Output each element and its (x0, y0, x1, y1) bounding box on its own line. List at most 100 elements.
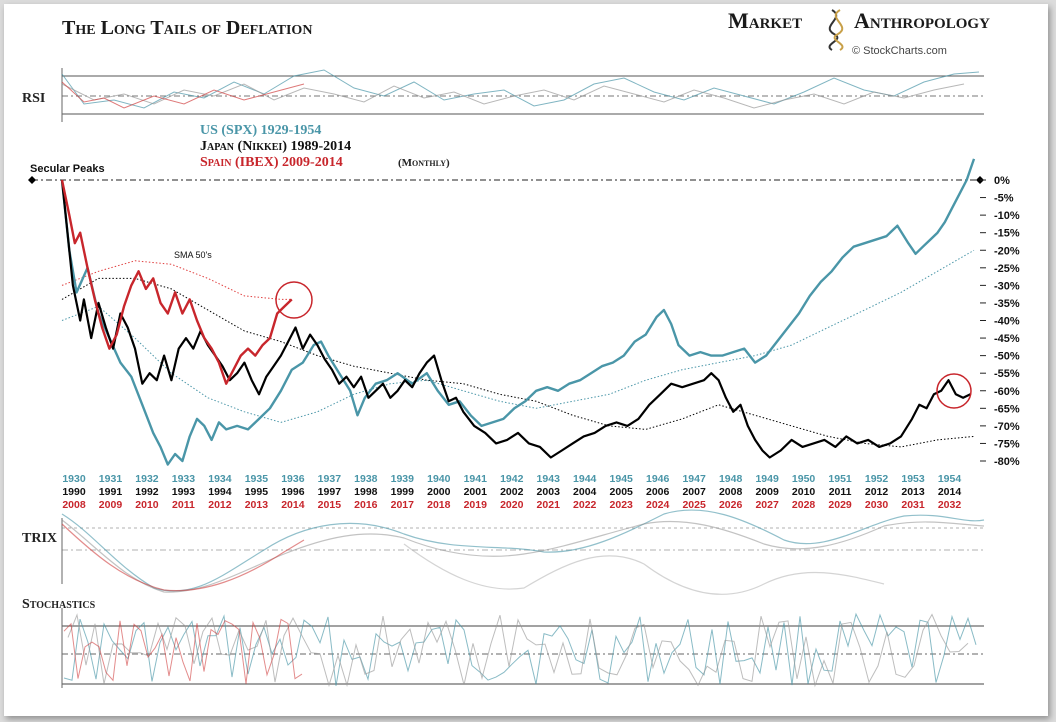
x-tick-label: 2019 (464, 499, 488, 511)
stochastics-panel: Stochastics (22, 597, 984, 688)
x-tick-label: 1996 (281, 486, 305, 498)
x-tick-label: 2004 (573, 486, 597, 498)
x-tick-label: 2026 (719, 499, 743, 511)
x-tick-label: 1990 (62, 486, 86, 498)
us-spx-line (60, 158, 976, 466)
x-tick-label: 1953 (901, 473, 925, 485)
x-tick-label: 2017 (391, 499, 415, 511)
x-tick-label: 1946 (646, 473, 670, 485)
spain-highlight-circle (275, 281, 313, 319)
x-tick-label: 2028 (792, 499, 816, 511)
x-tick-label: 1944 (573, 473, 597, 485)
x-tick-label: 1949 (755, 473, 779, 485)
x-tick-label: 1938 (354, 473, 378, 485)
brand-left: Market (728, 8, 802, 33)
sma-label: SMA 50's (174, 250, 212, 260)
x-tick-label: 1941 (464, 473, 488, 485)
x-tick-label: 1945 (610, 473, 634, 485)
y-tick-label: -10% (994, 210, 1020, 222)
japan-nikkei-line (60, 179, 971, 459)
x-tick-label: 1952 (865, 473, 889, 485)
x-tick-label: 2018 (427, 499, 451, 511)
x-tick-label: 1937 (318, 473, 342, 485)
x-tick-label: 2031 (901, 499, 925, 511)
y-tick-label: -60% (994, 386, 1020, 398)
x-tick-label: 1992 (135, 486, 159, 498)
x-tick-label: 1935 (245, 473, 269, 485)
x-tick-label: 1932 (135, 473, 159, 485)
x-tick-label: 2020 (500, 499, 524, 511)
x-tick-label: 2015 (318, 499, 342, 511)
x-tick-label: 2030 (865, 499, 889, 511)
y-tick-label: -5% (994, 193, 1014, 205)
x-tick-label: 1942 (500, 473, 524, 485)
x-tick-label: 2016 (354, 499, 378, 511)
x-tick-label: 2027 (755, 499, 779, 511)
x-tick-label: 2032 (938, 499, 962, 511)
x-tick-label: 2013 (245, 499, 269, 511)
x-tick-label: 1998 (354, 486, 378, 498)
x-tick-label: 2008 (719, 486, 743, 498)
y-tick-label: -50% (994, 351, 1020, 363)
legend-spain: Spain (IBEX) 2009-2014 (200, 155, 343, 170)
x-tick-label: 2014 (281, 499, 305, 511)
sma-us-line (61, 249, 975, 423)
x-tick-label: 2012 (208, 499, 232, 511)
x-tick-label: 2011 (829, 486, 852, 498)
x-tick-label: 2001 (464, 486, 488, 498)
x-tick-label: 1930 (62, 473, 86, 485)
y-tick-label: -35% (994, 298, 1020, 310)
x-tick-label: 2002 (500, 486, 524, 498)
main-plot (28, 158, 984, 466)
trix-panel: TRIX (22, 509, 985, 595)
x-tick-label: 1940 (427, 473, 451, 485)
y-tick-label: 0% (994, 175, 1010, 187)
x-tick-label: 2022 (573, 499, 597, 511)
x-tick-label: 1991 (99, 486, 123, 498)
x-tick-label: 2025 (682, 499, 706, 511)
y-tick-label: -70% (994, 421, 1020, 433)
stochastics-label: Stochastics (22, 597, 96, 612)
x-tick-label: 2010 (135, 499, 159, 511)
x-tick-label: 1934 (208, 473, 232, 485)
chart-frame: The Long Tails of Deflation Market Anthr… (4, 4, 1048, 716)
x-tick-label: 2014 (938, 486, 962, 498)
secular-peaks-label: Secular Peaks (30, 163, 105, 175)
japan-highlight-circle (936, 373, 972, 409)
source-credit: © StockCharts.com (852, 45, 947, 57)
rsi-panel: RSI (22, 68, 984, 122)
x-tick-label: 1951 (828, 473, 852, 485)
x-tick-label: 1950 (792, 473, 816, 485)
x-tick-label: 1993 (172, 486, 196, 498)
x-tick-label: 2009 (99, 499, 123, 511)
x-tick-label: 2023 (610, 499, 634, 511)
y-tick-label: -80% (994, 456, 1020, 468)
x-tick-label: 1947 (682, 473, 706, 485)
x-tick-label: 1997 (318, 486, 342, 498)
secular-peak-marker-left (28, 176, 36, 184)
x-tick-label: 2012 (865, 486, 889, 498)
y-tick-label: -15% (994, 228, 1020, 240)
brand-right: Anthropology (854, 8, 990, 33)
legend-frequency: (Monthly) (398, 157, 450, 169)
y-tick-label: -25% (994, 263, 1020, 275)
x-tick-label: 1936 (281, 473, 305, 485)
y-tick-label: -65% (994, 403, 1020, 415)
x-tick-label: 1933 (172, 473, 196, 485)
x-tick-label: 2007 (682, 486, 706, 498)
x-tick-label: 2003 (537, 486, 561, 498)
x-tick-label: 1943 (537, 473, 561, 485)
x-tick-label: 2013 (901, 486, 925, 498)
x-tick-label: 1948 (719, 473, 743, 485)
y-tick-label: -45% (994, 333, 1020, 345)
chart-title: The Long Tails of Deflation (62, 17, 312, 39)
x-tick-label: 2021 (537, 499, 561, 511)
x-tick-label: 2006 (646, 486, 670, 498)
x-tick-label: 2008 (62, 499, 86, 511)
x-tick-label: 1954 (938, 473, 962, 485)
x-tick-label: 1995 (245, 486, 269, 498)
legend-us: US (SPX) 1929-1954 (200, 123, 321, 138)
x-tick-label: 2029 (828, 499, 852, 511)
x-tick-label: 2011 (172, 499, 195, 511)
x-tick-label: 2009 (755, 486, 779, 498)
